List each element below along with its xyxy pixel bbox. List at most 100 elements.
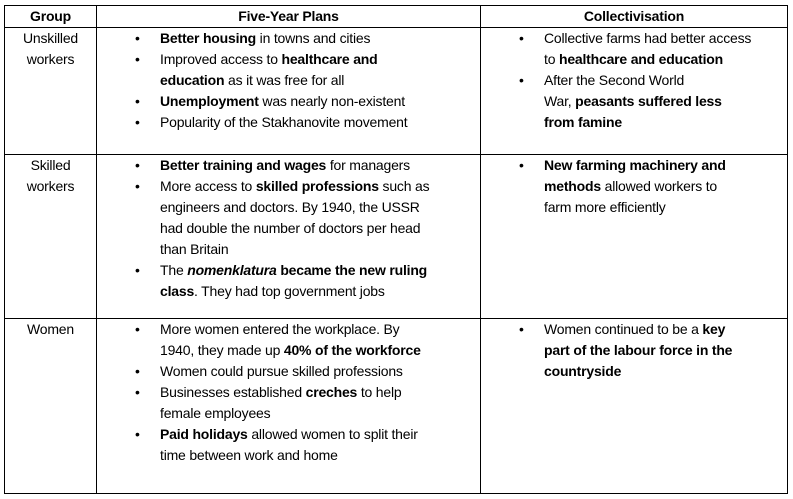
list-item-line: Women could pursue skilled professions bbox=[160, 361, 480, 382]
bold-text: from famine bbox=[544, 114, 622, 130]
bullet-icon: • bbox=[135, 157, 140, 173]
text-segment: had double the number of doctors per hea… bbox=[160, 220, 421, 236]
text-segment: Collective farms had better access bbox=[544, 30, 752, 46]
text-segment: female employees bbox=[160, 405, 271, 421]
five-year-plans-cell: • Better training and wages for managers •… bbox=[96, 154, 481, 319]
text-segment: in towns and cities bbox=[255, 30, 371, 46]
bold-text: creches bbox=[305, 384, 358, 400]
header-row: Group Five-Year Plans Collectivisation bbox=[4, 5, 788, 28]
bullet-icon: • bbox=[135, 30, 140, 46]
text-segment: More access to bbox=[160, 178, 256, 194]
bold-text: methods bbox=[544, 178, 601, 194]
collectivisation-cell: • Collective farms had better access to he… bbox=[480, 27, 788, 155]
list-item: • Better housing in towns and cities bbox=[97, 28, 480, 49]
bold-text: 40% of the workforce bbox=[283, 342, 421, 358]
list-item-line: More access to skilled professions such … bbox=[160, 176, 480, 197]
list-item-line: 1940, they made up 40% of the workforce bbox=[160, 340, 480, 361]
text-segment: Popularity of the Stakhanovite movement bbox=[160, 114, 408, 130]
header-collectivisation: Collectivisation bbox=[480, 5, 788, 28]
list-item-line: War, peasants suffered less bbox=[544, 91, 787, 112]
list-item-line: Collective farms had better access bbox=[544, 28, 787, 49]
list-item-line: female employees bbox=[160, 403, 480, 424]
collectivisation-cell: • New farming machinery and methods allowe… bbox=[480, 154, 788, 319]
bullet-icon: • bbox=[135, 262, 140, 278]
header-group: Group bbox=[4, 5, 97, 28]
list-item: • Women continued to be a key part of the … bbox=[481, 319, 787, 382]
text-segment: than Britain bbox=[160, 241, 229, 257]
bold-text: part of the labour force in the bbox=[544, 342, 733, 358]
bold-text: Better housing bbox=[160, 30, 256, 46]
bold-text: nomenklatura bbox=[187, 262, 277, 278]
five-year-plans-cell: • More women entered the workplace. By 194… bbox=[96, 318, 481, 494]
list-item-line: had double the number of doctors per hea… bbox=[160, 218, 480, 239]
bullet-icon: • bbox=[519, 30, 524, 46]
list-item-line: to healthcare and education bbox=[544, 49, 787, 70]
list-item-line: methods allowed workers to bbox=[544, 176, 787, 197]
group-cell: Unskilled workers bbox=[4, 27, 97, 155]
list-item-line: farm more efficiently bbox=[544, 197, 787, 218]
list-item-line: New farming machinery and bbox=[544, 155, 787, 176]
text-segment: for managers bbox=[326, 157, 410, 173]
bullet-icon: • bbox=[519, 321, 524, 337]
text-segment: to bbox=[544, 51, 559, 67]
bold-text: healthcare and education bbox=[558, 51, 723, 67]
text-segment: Improved access to bbox=[160, 51, 282, 67]
bullet-icon: • bbox=[135, 363, 140, 379]
bullet-icon: • bbox=[135, 426, 140, 442]
bullet-icon: • bbox=[135, 384, 140, 400]
list-item-line: Better housing in towns and cities bbox=[160, 28, 480, 49]
comparison-table: Group Five-Year Plans Collectivisation U… bbox=[4, 5, 788, 494]
five-year-plans-cell: • Better housing in towns and cities • Impr… bbox=[96, 27, 481, 155]
list-item-line: engineers and doctors. By 1940, the USSR bbox=[160, 197, 480, 218]
list-item: • Unemployment was nearly non-existent bbox=[97, 91, 480, 112]
list-item: • After the Second World War, peasants suf… bbox=[481, 70, 787, 133]
text-segment: 1940, they made up bbox=[160, 342, 284, 358]
text-segment: War, bbox=[544, 93, 576, 109]
group-label-line: Unskilled bbox=[23, 30, 78, 46]
group-label-line: Women bbox=[27, 321, 74, 337]
table-row: Women • More women entered the workplace. … bbox=[4, 318, 788, 494]
list-item: • Popularity of the Stakhanovite movement bbox=[97, 112, 480, 133]
list-item-line: part of the labour force in the bbox=[544, 340, 787, 361]
list-item: • Collective farms had better access to he… bbox=[481, 28, 787, 70]
text-segment: More women entered the workplace. By bbox=[160, 321, 400, 337]
text-segment: was nearly non-existent bbox=[258, 93, 405, 109]
list-item: • Paid holidays allowed women to split th… bbox=[97, 424, 480, 466]
text-segment: to help bbox=[357, 384, 402, 400]
list-item-line: education as it was free for all bbox=[160, 70, 480, 91]
bullet-icon: • bbox=[135, 93, 140, 109]
bullet-icon: • bbox=[519, 157, 524, 173]
bullet-icon: • bbox=[135, 51, 140, 67]
list-item-line: More women entered the workplace. By bbox=[160, 319, 480, 340]
list-item-line: Unemployment was nearly non-existent bbox=[160, 91, 480, 112]
list-item-line: Popularity of the Stakhanovite movement bbox=[160, 112, 480, 133]
bold-text: class bbox=[160, 283, 195, 299]
text-segment: as it was free for all bbox=[224, 72, 345, 88]
header-five-year-plans: Five-Year Plans bbox=[96, 5, 481, 28]
list-item-line: time between work and home bbox=[160, 445, 480, 466]
text-segment: Businesses established bbox=[160, 384, 306, 400]
list-item: • Better training and wages for managers bbox=[97, 155, 480, 176]
bold-text: became the new ruling bbox=[276, 262, 428, 278]
text-segment: Women continued to be a bbox=[544, 321, 703, 337]
bold-text: countryside bbox=[544, 363, 622, 379]
collectivisation-cell: • Women continued to be a key part of the … bbox=[480, 318, 788, 494]
list-item-line: Women continued to be a key bbox=[544, 319, 787, 340]
list-item-line: from famine bbox=[544, 112, 787, 133]
list-item: • Businesses established creches to help f… bbox=[97, 382, 480, 424]
list-item-line: Paid holidays allowed women to split the… bbox=[160, 424, 480, 445]
text-segment: The bbox=[160, 262, 188, 278]
text-segment: allowed workers to bbox=[600, 178, 718, 194]
list-item-line: than Britain bbox=[160, 239, 480, 260]
group-label-line: Skilled bbox=[30, 157, 71, 173]
bold-text: skilled professions bbox=[255, 178, 379, 194]
list-item-line: countryside bbox=[544, 361, 787, 382]
list-item: • Women could pursue skilled professions bbox=[97, 361, 480, 382]
group-cell: Skilled workers bbox=[4, 154, 97, 319]
list-item-line: Improved access to healthcare and bbox=[160, 49, 480, 70]
list-item-line: The nomenklatura became the new ruling bbox=[160, 260, 480, 281]
bold-text: Paid holidays bbox=[160, 426, 248, 442]
text-segment: allowed women to split their bbox=[247, 426, 418, 442]
text-segment: farm more efficiently bbox=[544, 199, 666, 215]
bold-text: New farming machinery and bbox=[544, 157, 726, 173]
